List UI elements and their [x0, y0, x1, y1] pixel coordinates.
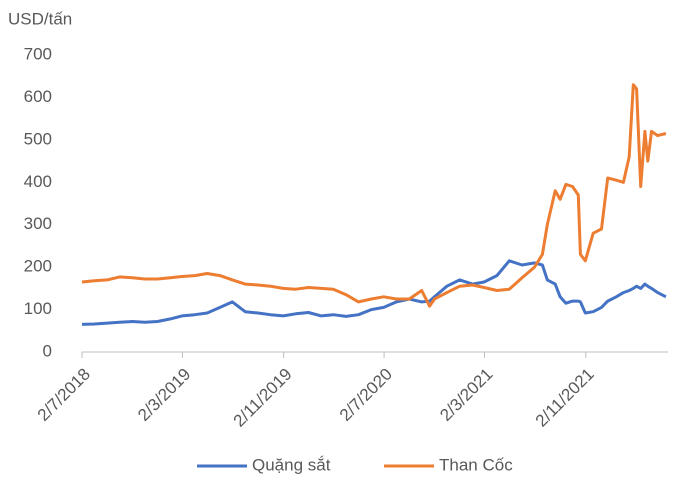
y-tick-label: 0: [43, 341, 52, 360]
x-tick-label: 2/3/2019: [134, 365, 194, 425]
x-tick-label: 2/11/2019: [230, 365, 296, 431]
y-tick-label: 200: [24, 257, 52, 276]
y-tick-label: 300: [24, 214, 52, 233]
y-tick-label: 500: [24, 129, 52, 148]
legend-label: Quặng sắt: [252, 455, 331, 474]
y-tick-label: 100: [24, 299, 52, 318]
legend-item: Than Cốc: [384, 455, 513, 474]
x-tick-label: 2/11/2021: [532, 365, 598, 431]
y-axis-label: USD/tấn: [8, 9, 72, 28]
legend-item: Quặng sắt: [197, 455, 331, 474]
x-tick-label: 2/7/2020: [336, 365, 396, 425]
y-tick-label: 400: [24, 172, 52, 191]
x-tick-label: 2/7/2018: [34, 365, 94, 425]
x-tick-label: 2/3/2021: [436, 365, 496, 425]
y-tick-label: 700: [24, 44, 52, 63]
line-series: [81, 83, 667, 308]
legend-label: Than Cốc: [439, 455, 513, 474]
line-series: [81, 259, 667, 326]
y-tick-label: 600: [24, 87, 52, 106]
